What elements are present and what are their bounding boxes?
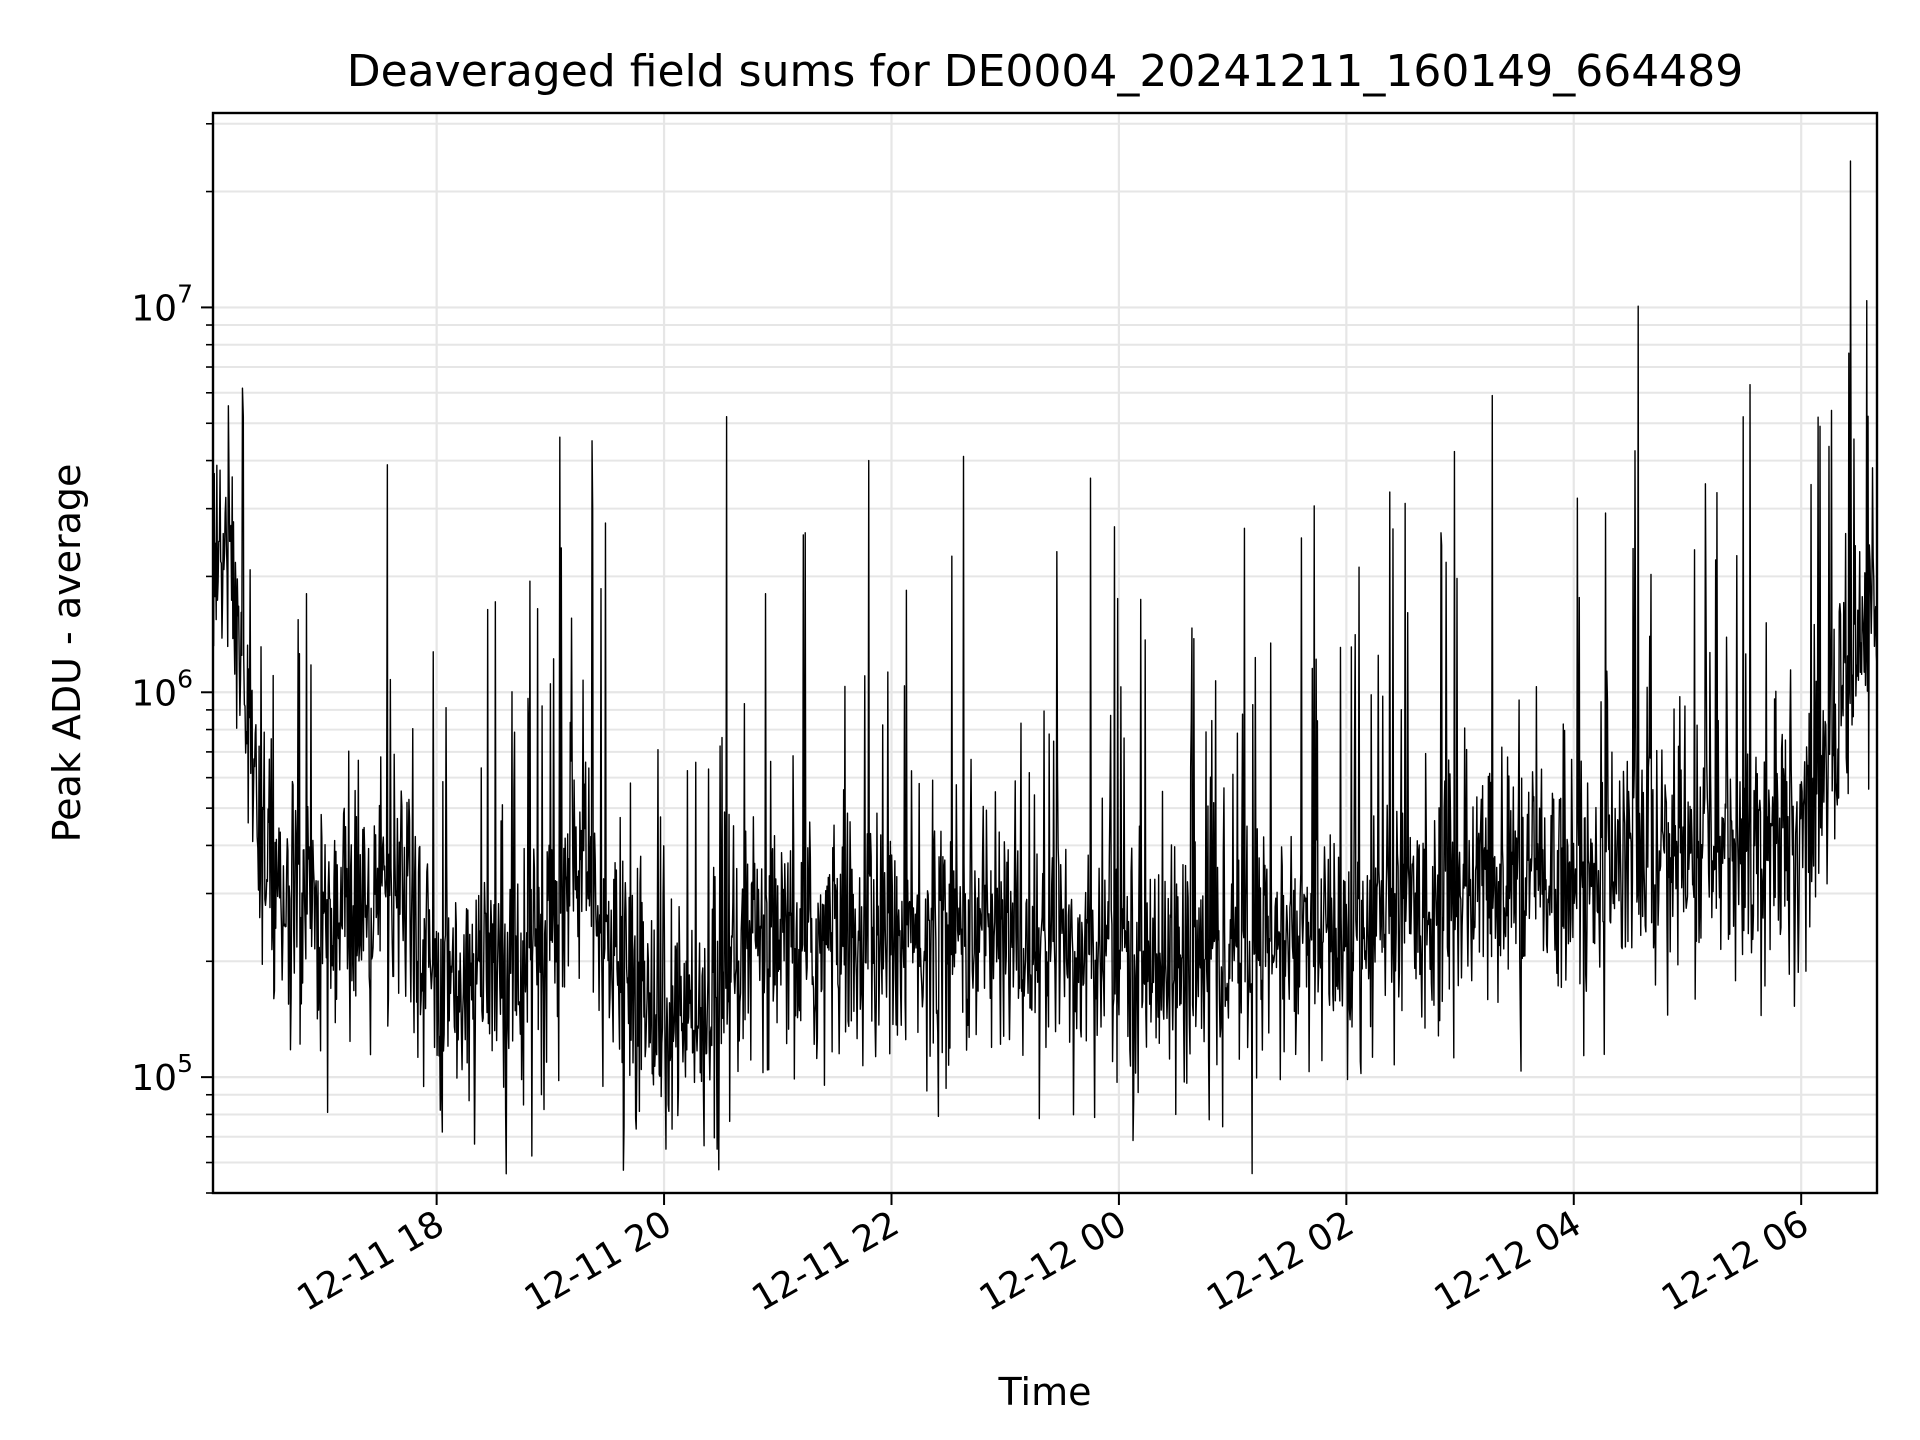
y-tick-exponent: 6 [177,664,193,693]
y-axis-label: Peak ADU - average [45,464,89,843]
grid [213,113,1877,1194]
x-axis-label: Time [998,1370,1092,1414]
y-tick-base: 10 [131,1058,177,1099]
plot-area [212,160,1878,1175]
axes-frame [211,111,1879,1195]
y-tick-label: 107 [131,279,193,329]
y-tick-label: 105 [131,1049,193,1099]
chart-title: Deaveraged field sums for DE0004_2024121… [347,46,1744,97]
y-tick-exponent: 7 [177,279,193,308]
y-tick-exponent: 5 [177,1049,193,1078]
y-tick-base: 10 [131,288,177,329]
series-line [212,160,1878,1175]
y-tick-label: 106 [131,664,193,714]
y-tick-base: 10 [131,673,177,714]
